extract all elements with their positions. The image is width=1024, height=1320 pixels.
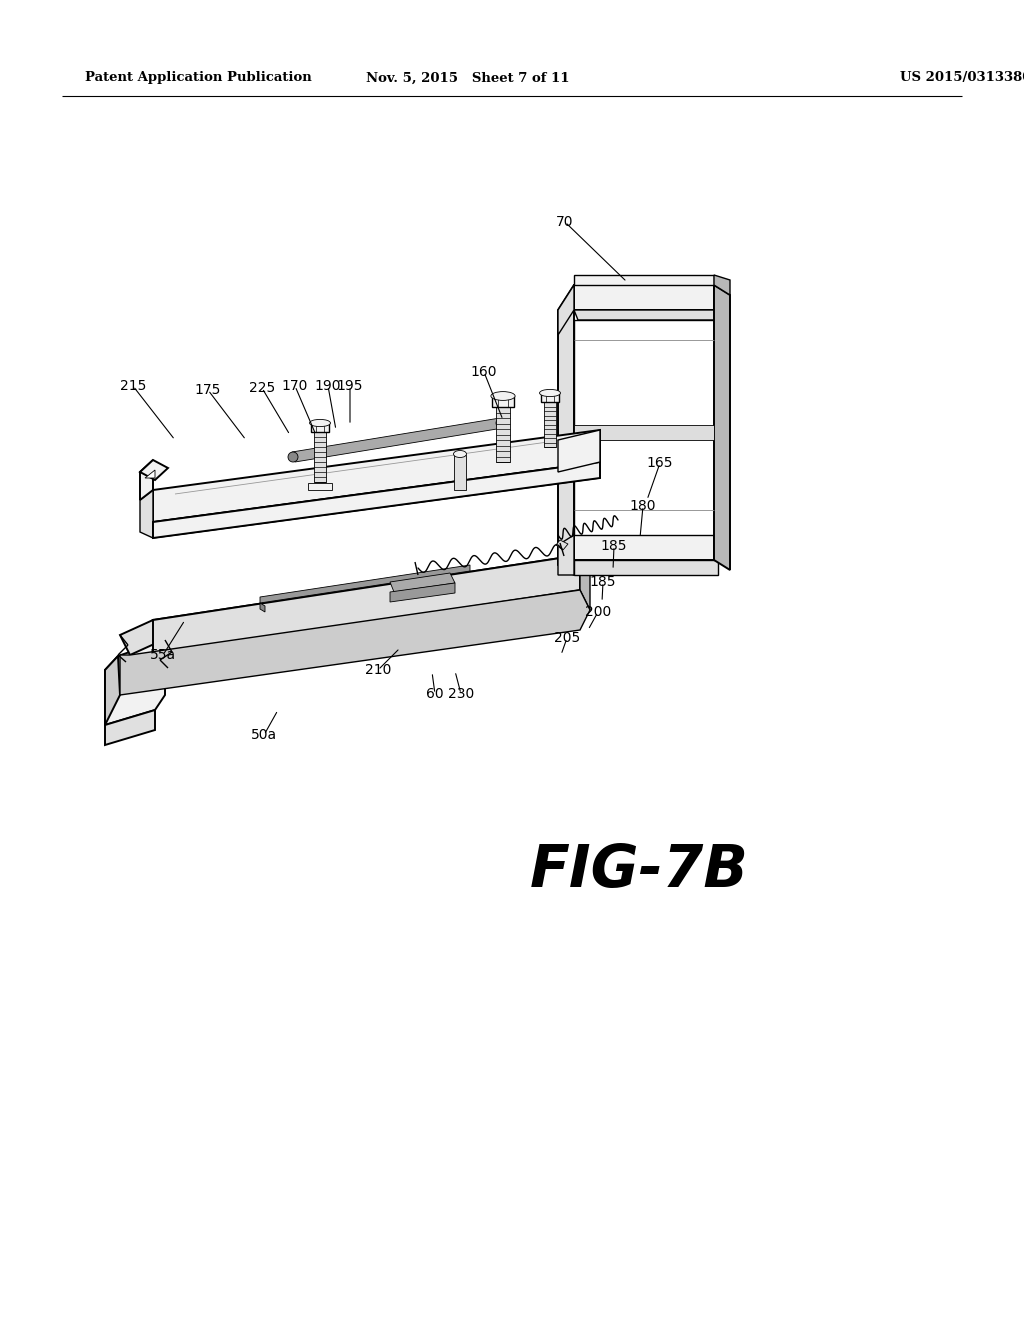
Polygon shape [574,535,714,560]
Polygon shape [574,275,714,285]
Text: 185: 185 [601,539,628,553]
Polygon shape [314,432,326,482]
Text: 60: 60 [426,686,443,701]
Polygon shape [105,710,155,744]
Ellipse shape [454,450,467,458]
Text: Patent Application Publication: Patent Application Publication [85,71,311,84]
Polygon shape [714,275,730,294]
Text: 170: 170 [282,379,308,393]
Polygon shape [311,422,329,432]
Polygon shape [260,603,265,612]
Text: 195: 195 [337,379,364,393]
Polygon shape [105,640,165,725]
Polygon shape [541,393,559,403]
Polygon shape [120,620,163,655]
Polygon shape [153,462,600,539]
Polygon shape [558,285,574,335]
Polygon shape [714,285,730,570]
Polygon shape [580,554,590,610]
Polygon shape [574,560,718,576]
Circle shape [496,418,506,428]
Text: 50a: 50a [251,729,278,742]
Polygon shape [140,459,153,500]
Polygon shape [454,455,466,490]
Ellipse shape [490,392,515,400]
Text: 180: 180 [630,499,656,513]
Polygon shape [145,470,155,478]
Polygon shape [390,573,455,591]
Polygon shape [558,285,574,576]
Polygon shape [105,656,120,725]
Text: 210: 210 [365,663,391,677]
Polygon shape [308,483,332,490]
Text: 225: 225 [249,381,275,395]
Text: FIG-7B: FIG-7B [530,842,749,899]
Polygon shape [120,590,590,696]
Polygon shape [496,407,510,462]
Polygon shape [153,430,600,521]
Polygon shape [153,462,600,539]
Text: 165: 165 [647,455,673,470]
Polygon shape [574,425,714,440]
Text: US 2015/0313380 A1: US 2015/0313380 A1 [900,71,1024,84]
Polygon shape [544,403,556,447]
Polygon shape [574,285,714,310]
Polygon shape [292,418,503,462]
Text: 215: 215 [120,379,146,393]
Circle shape [288,451,298,462]
Text: Nov. 5, 2015   Sheet 7 of 11: Nov. 5, 2015 Sheet 7 of 11 [367,71,569,84]
Polygon shape [574,319,714,535]
Text: 185: 185 [590,576,616,589]
Polygon shape [556,540,568,550]
Polygon shape [390,583,455,602]
Polygon shape [153,554,580,655]
Polygon shape [140,459,168,480]
Polygon shape [153,554,590,640]
Polygon shape [140,490,153,539]
Text: 190: 190 [314,379,341,393]
Text: 55a: 55a [150,648,176,663]
Text: 160: 160 [471,366,498,379]
Text: 70: 70 [556,215,573,228]
Polygon shape [574,310,718,319]
Text: 205: 205 [554,631,581,645]
Ellipse shape [309,420,331,426]
Polygon shape [260,565,470,603]
Text: 230: 230 [447,686,474,701]
Ellipse shape [540,389,560,396]
Polygon shape [558,535,574,576]
Text: 175: 175 [195,383,221,397]
Polygon shape [558,430,600,473]
Text: 200: 200 [585,605,611,619]
Polygon shape [492,396,514,407]
